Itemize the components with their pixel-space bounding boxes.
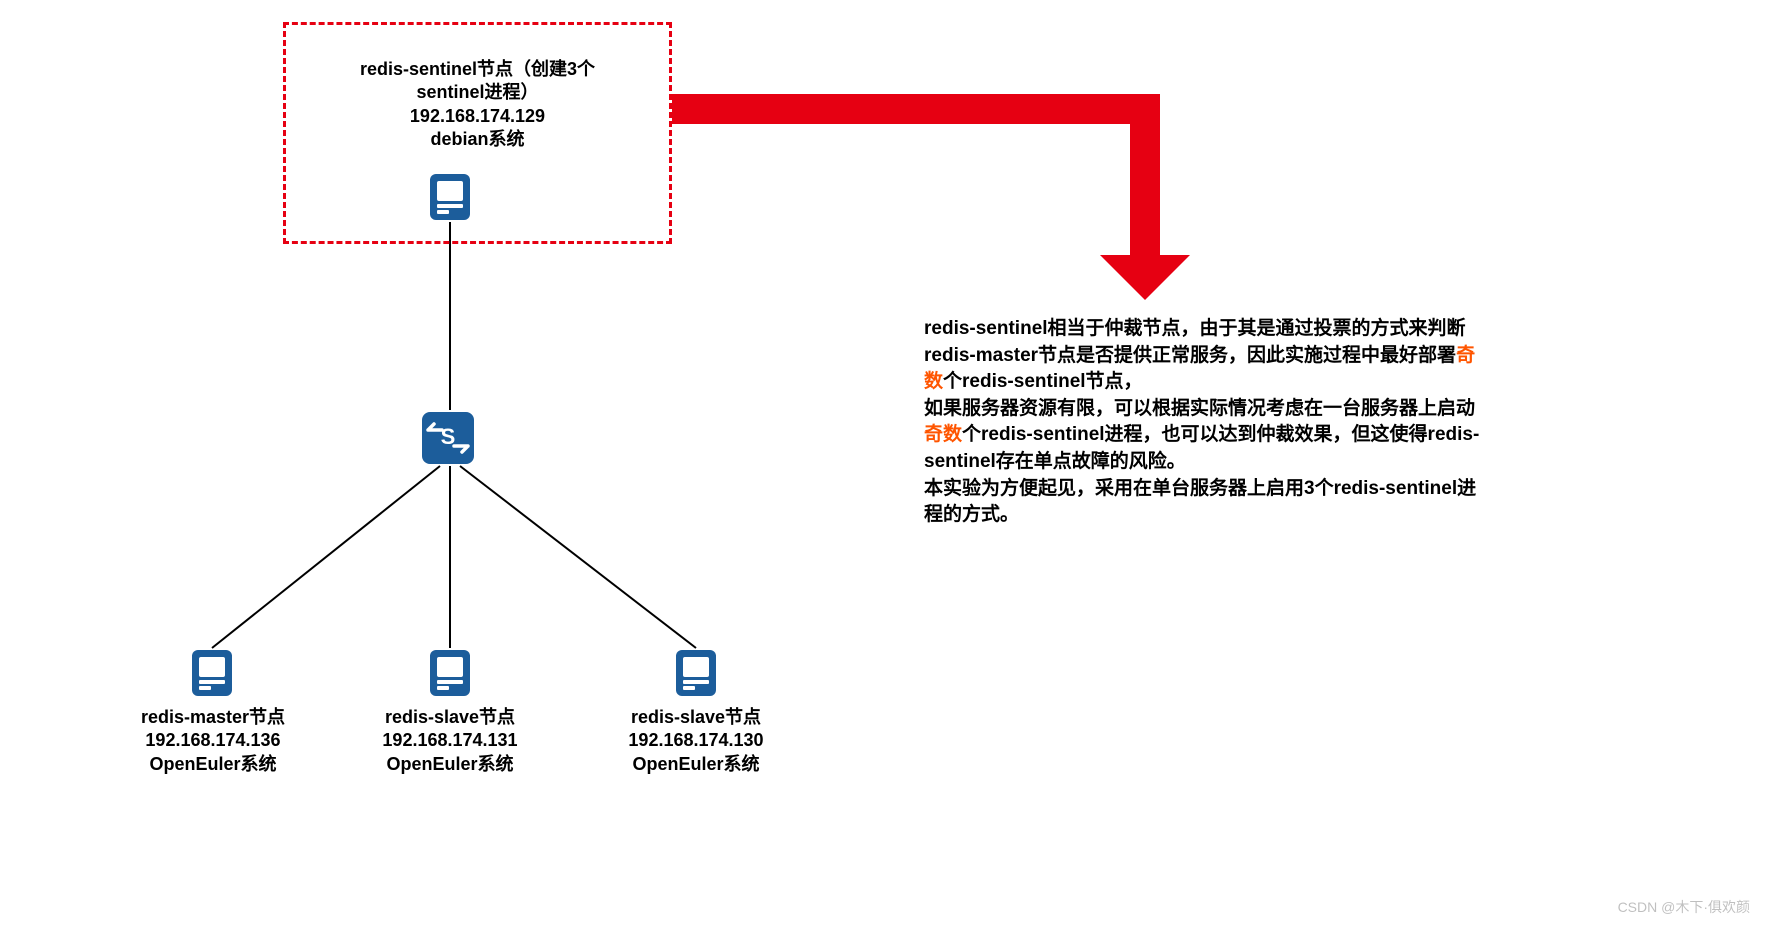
node-label: redis-slave节点192.168.174.130OpenEuler系统 (596, 706, 796, 776)
connector-lines (0, 0, 1768, 927)
node-ip: 192.168.174.130 (596, 729, 796, 752)
desc-p1a: redis-sentinel相当于仲裁节点，由于其是通过投票的方式来判断redi… (924, 318, 1466, 366)
server-icon (190, 648, 234, 698)
diagram-canvas: redis-sentinel节点（创建3个 sentinel进程） 192.16… (0, 0, 1768, 927)
node-ip: 192.168.174.131 (350, 729, 550, 752)
node-name: redis-master节点 (113, 706, 313, 729)
node-label: redis-slave节点192.168.174.131OpenEuler系统 (350, 706, 550, 776)
description-text: redis-sentinel相当于仲裁节点，由于其是通过投票的方式来判断redi… (924, 316, 1484, 529)
node-label: redis-master节点192.168.174.136OpenEuler系统 (113, 706, 313, 776)
node-os: OpenEuler系统 (596, 753, 796, 776)
node-name: redis-slave节点 (596, 706, 796, 729)
callout-arrow (672, 94, 1190, 300)
desc-p2b: 个redis-sentinel进程，也可以达到仲裁效果，但这使得redis-se… (924, 424, 1479, 472)
sentinel-os: debian系统 (300, 128, 655, 151)
desc-p1b: 个redis-sentinel节点， (943, 371, 1143, 392)
sentinel-title-line1: redis-sentinel节点（创建3个 (300, 58, 655, 81)
sentinel-label: redis-sentinel节点（创建3个 sentinel进程） 192.16… (300, 58, 655, 152)
node-os: OpenEuler系统 (350, 753, 550, 776)
sentinel-title-line2: sentinel进程） (300, 81, 655, 104)
svg-text:S: S (441, 424, 456, 449)
desc-p2-hl: 奇数 (924, 424, 962, 445)
node-ip: 192.168.174.136 (113, 729, 313, 752)
watermark: CSDN @木下·俱欢颜 (1618, 897, 1750, 917)
sentinel-ip: 192.168.174.129 (300, 105, 655, 128)
server-icon (428, 648, 472, 698)
server-icon (428, 172, 472, 222)
desc-p3: 本实验为方便起见，采用在单台服务器上启用3个redis-sentinel进程的方… (924, 478, 1476, 526)
switch-icon: S (420, 410, 476, 466)
node-name: redis-slave节点 (350, 706, 550, 729)
server-icon (674, 648, 718, 698)
desc-p2a: 如果服务器资源有限，可以根据实际情况考虑在一台服务器上启动 (924, 398, 1475, 419)
node-os: OpenEuler系统 (113, 753, 313, 776)
